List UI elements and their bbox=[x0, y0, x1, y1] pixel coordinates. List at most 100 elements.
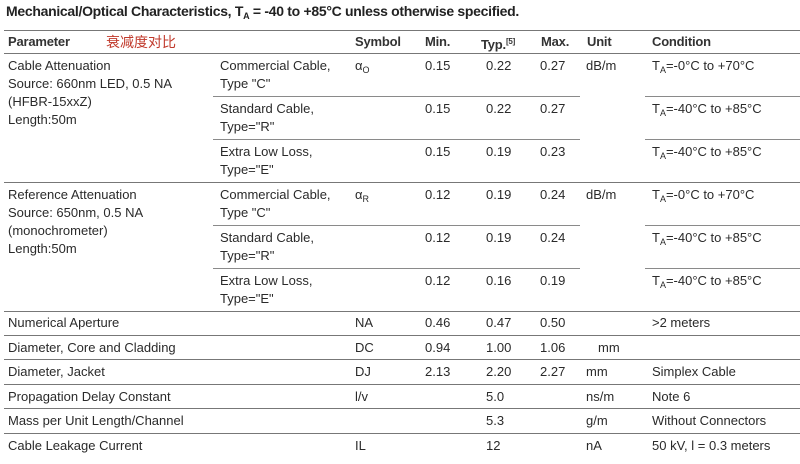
condition: 50 kV, l = 0.3 meters bbox=[652, 437, 771, 453]
subrow-rule bbox=[213, 268, 580, 269]
symbol-subscript: R bbox=[362, 194, 370, 204]
parameter: Numerical Aperture bbox=[8, 315, 120, 330]
cable-type-line: Standard Cable, bbox=[220, 230, 314, 245]
header-typ-label: Typ. bbox=[481, 37, 506, 52]
min-value: 0.12 bbox=[425, 187, 451, 202]
typ-value: 5.3 bbox=[486, 413, 505, 428]
row-rule bbox=[4, 359, 800, 360]
cable-type-line: Commercial Cable, bbox=[220, 58, 331, 73]
row-rule bbox=[4, 383, 800, 385]
alpha-symbol: α bbox=[355, 58, 363, 73]
chinese-annotation: 衰减度对比 bbox=[106, 34, 176, 50]
symbol-alpha: αO bbox=[355, 57, 370, 79]
max-value: 0.27 bbox=[540, 58, 566, 73]
parameter-line: (monochrometer) bbox=[8, 223, 108, 238]
condition-part: T bbox=[652, 144, 660, 159]
parameter: Diameter, Core and Cladding bbox=[8, 339, 176, 355]
subrow-rule-condition bbox=[645, 268, 800, 269]
typ-value: 2.20 bbox=[486, 364, 512, 379]
title-text-end: = -40 to +85°C unless otherwise specifie… bbox=[249, 3, 520, 19]
typ-value: 0.16 bbox=[486, 273, 512, 288]
unit: dB/m bbox=[586, 187, 617, 202]
min-value: 0.15 bbox=[425, 58, 451, 73]
symbol: NA bbox=[355, 315, 374, 330]
subrow-rule bbox=[213, 225, 580, 226]
parameter: Diameter, Jacket bbox=[8, 364, 105, 379]
parameter-line: Reference Attenuation bbox=[8, 187, 137, 202]
max-value: 2.27 bbox=[540, 364, 566, 379]
condition: Simplex Cable bbox=[652, 364, 736, 379]
condition: TA=-40°C to +85°C bbox=[652, 272, 762, 294]
header-top-rule bbox=[4, 30, 800, 31]
condition-part: A bbox=[659, 280, 666, 290]
symbol-alpha: αR bbox=[355, 186, 369, 208]
min-value: 2.13 bbox=[425, 364, 451, 379]
condition-part: A bbox=[659, 194, 666, 204]
symbol: IL bbox=[355, 437, 366, 453]
typ-value: 12 bbox=[486, 437, 501, 453]
min-value: 0.12 bbox=[425, 273, 451, 288]
condition-part: =-0°C to +70°C bbox=[665, 58, 755, 73]
group-rule bbox=[4, 182, 800, 183]
cable-type-line: Type="E" bbox=[220, 162, 274, 177]
cable-type-line: Type "C" bbox=[220, 76, 271, 91]
unit: nA bbox=[586, 437, 602, 453]
condition-part: T bbox=[652, 187, 660, 202]
parameter-line: Cable Attenuation bbox=[8, 58, 111, 73]
symbol: l/v bbox=[355, 388, 368, 404]
typ-value: 5.0 bbox=[486, 388, 505, 404]
header-min: Min. bbox=[425, 34, 451, 49]
condition-part: =-40°C to +85°C bbox=[665, 230, 762, 245]
max-value: 1.06 bbox=[540, 339, 566, 355]
min-value: 0.94 bbox=[425, 339, 451, 355]
condition: TA=-40°C to +85°C bbox=[652, 229, 762, 251]
header-parameter: Parameter bbox=[8, 34, 70, 49]
min-value: 0.15 bbox=[425, 101, 451, 116]
condition-part: A bbox=[659, 237, 666, 247]
group-rule bbox=[4, 311, 800, 312]
condition: Note 6 bbox=[652, 388, 691, 404]
condition: TA=-0°C to +70°C bbox=[652, 57, 754, 79]
parameter: Propagation Delay Constant bbox=[8, 388, 171, 404]
condition-part: T bbox=[652, 101, 660, 116]
max-value: 0.27 bbox=[540, 101, 566, 116]
unit: g/m bbox=[586, 413, 608, 428]
row-rule bbox=[4, 432, 800, 434]
symbol: DJ bbox=[355, 364, 371, 379]
header-symbol: Symbol bbox=[355, 34, 401, 49]
condition: TA=-40°C to +85°C bbox=[652, 143, 762, 165]
min-value: 0.12 bbox=[425, 230, 451, 245]
title-subscript: A bbox=[243, 11, 250, 21]
parameter-line: Source: 660nm LED, 0.5 NA bbox=[8, 76, 173, 91]
row-rule bbox=[4, 334, 800, 336]
subrow-rule-condition bbox=[645, 139, 800, 140]
cable-type-line: Type="R" bbox=[220, 119, 275, 134]
unit: mm bbox=[586, 364, 608, 379]
parameter: Cable Leakage Current bbox=[8, 437, 143, 453]
subrow-rule-condition bbox=[645, 225, 800, 226]
condition-part: T bbox=[652, 58, 660, 73]
unit: ns/m bbox=[586, 388, 615, 404]
parameter-line: Source: 650nm, 0.5 NA bbox=[8, 205, 144, 220]
cable-type-line: Extra Low Loss, bbox=[220, 144, 313, 159]
header-typ: Typ.[5] bbox=[481, 33, 515, 54]
condition-part: A bbox=[659, 151, 666, 161]
typ-value: 0.47 bbox=[486, 315, 512, 330]
typ-value: 0.19 bbox=[486, 187, 512, 202]
parameter-line: (HFBR-15xxZ) bbox=[8, 94, 92, 109]
cable-type-line: Type "C" bbox=[220, 205, 271, 220]
max-value: 0.24 bbox=[540, 230, 566, 245]
subrow-rule bbox=[213, 139, 580, 140]
subrow-rule-condition bbox=[645, 96, 800, 97]
symbol-subscript: O bbox=[362, 65, 370, 75]
header-unit: Unit bbox=[587, 34, 612, 49]
condition: TA=-40°C to +85°C bbox=[652, 100, 762, 122]
header-typ-note: [5] bbox=[505, 37, 516, 46]
condition-part: =-40°C to +85°C bbox=[665, 144, 762, 159]
max-value: 0.19 bbox=[540, 273, 566, 288]
min-value: 0.46 bbox=[425, 315, 451, 330]
cable-type-line: Type="R" bbox=[220, 248, 275, 263]
alpha-symbol: α bbox=[355, 187, 363, 202]
condition-part: A bbox=[659, 65, 666, 75]
cable-type-line: Commercial Cable, bbox=[220, 187, 331, 202]
